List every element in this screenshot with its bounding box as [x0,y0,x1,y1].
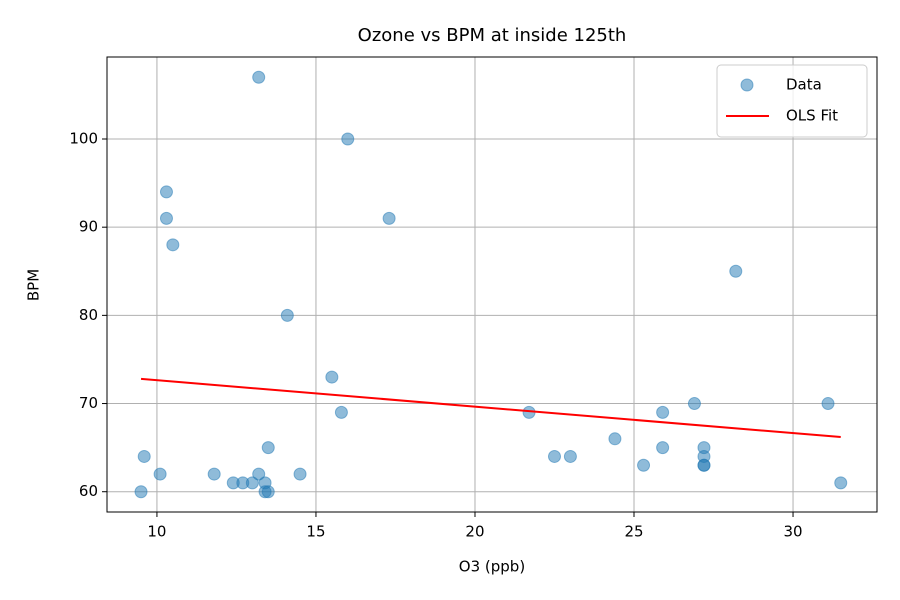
x-tick-label: 25 [624,523,643,541]
data-point [134,485,148,499]
y-axis-label: BPM [25,269,43,301]
x-tick-label: 15 [306,523,325,541]
data-point [382,211,396,225]
y-tick-label: 100 [69,130,98,148]
data-point [563,449,577,463]
data-point [153,467,167,481]
data-point [325,370,339,384]
data-point [341,132,355,146]
x-tick-label: 10 [147,523,166,541]
data-point [166,238,180,252]
data-point [207,467,221,481]
data-point [245,476,259,490]
data-point [261,485,275,499]
data-point [687,397,701,411]
y-tick-label: 60 [79,482,98,500]
data-point [821,397,835,411]
data-point [697,458,711,472]
x-tick-label: 20 [465,523,484,541]
fit-line [140,377,841,439]
legend-label: OLS Fit [786,107,838,125]
data-point [608,432,622,446]
data-point [547,449,561,463]
data-point [159,185,173,199]
data-point [261,441,275,455]
x-tick-label: 30 [783,523,802,541]
data-point [280,308,294,322]
data-point [159,211,173,225]
data-point [637,458,651,472]
y-tick-label: 70 [79,394,98,412]
data-point [252,467,266,481]
y-tick-label: 80 [79,306,98,324]
data-point [293,467,307,481]
data-point [252,70,266,84]
x-axis-label: O3 (ppb) [459,558,525,576]
data-point [137,449,151,463]
data-point [334,405,348,419]
data-point [656,441,670,455]
legend-label: Data [786,76,822,94]
y-tick-label: 90 [79,218,98,236]
data-point [656,405,670,419]
legend-box [716,64,868,138]
plot-frame [106,56,878,513]
data-point [729,264,743,278]
data-point [834,476,848,490]
legend-swatch [740,78,754,92]
legend: Data OLS Fit [716,64,868,138]
chart-title: Ozone vs BPM at inside 125th [358,25,627,46]
